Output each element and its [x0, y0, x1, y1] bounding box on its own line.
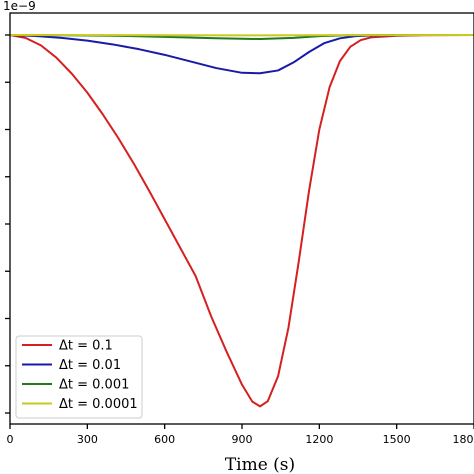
legend-label: Δt = 0.0001: [59, 397, 138, 412]
x-tick-label: 180: [453, 433, 474, 446]
legend-label: Δt = 0.01: [59, 358, 121, 373]
legend: Δt = 0.1 Δt = 0.01 Δt = 0.001 Δt = 0.0001: [15, 335, 143, 419]
series-line-1: [9, 34, 474, 408]
legend-box: [15, 335, 143, 419]
y-axis-ticks: [5, 34, 10, 414]
x-tick-label: 1200: [305, 433, 333, 446]
x-tick-label: 600: [154, 433, 175, 446]
x-tick-label: 0: [7, 433, 14, 446]
y-offset-label: 1e−9: [3, 0, 36, 13]
legend-label: Δt = 0.001: [59, 378, 129, 393]
x-axis-title: Time (s): [225, 455, 295, 474]
x-tick-label: 1500: [383, 433, 411, 446]
x-axis-ticks: 0 300 600 900 1200 1500 180: [7, 424, 474, 446]
x-tick-label: 900: [232, 433, 253, 446]
series-layer: [9, 34, 474, 408]
legend-label: Δt = 0.1: [59, 339, 113, 354]
x-tick-label: 300: [77, 433, 98, 446]
